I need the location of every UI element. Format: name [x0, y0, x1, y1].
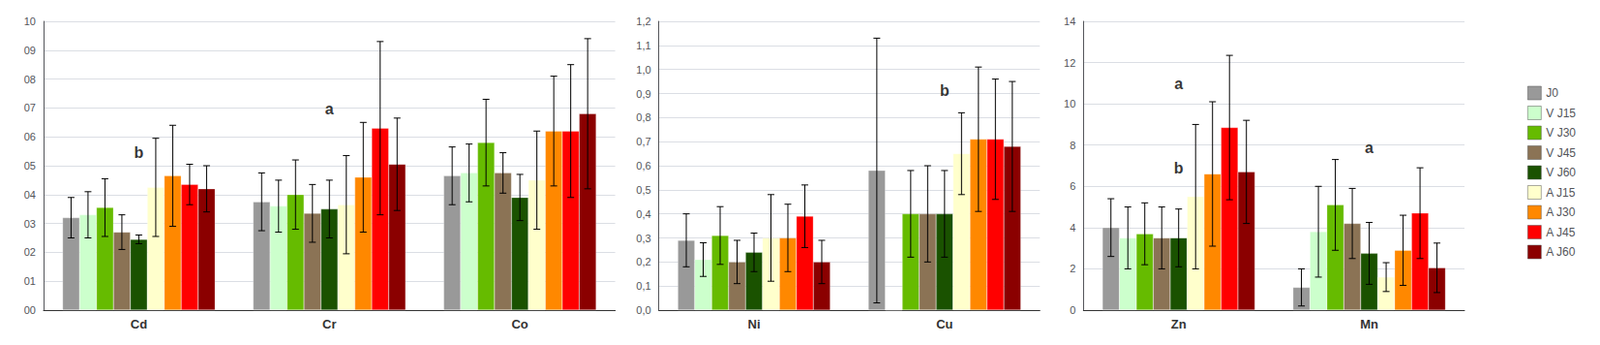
svg-text:09: 09 [24, 44, 36, 57]
svg-text:07: 07 [24, 101, 36, 114]
svg-text:02: 02 [24, 245, 36, 258]
svg-text:0,3: 0,3 [635, 232, 651, 244]
svg-text:0,0: 0,0 [635, 303, 651, 316]
svg-text:Zn: Zn [1171, 316, 1187, 332]
svg-text:A J45: A J45 [1545, 225, 1575, 240]
svg-text:Cr: Cr [322, 316, 336, 332]
svg-text:A J15: A J15 [1545, 185, 1575, 200]
svg-text:A J60: A J60 [1545, 244, 1575, 259]
svg-text:a: a [1364, 139, 1374, 156]
svg-text:10: 10 [1063, 97, 1076, 110]
svg-text:14: 14 [1063, 15, 1076, 28]
svg-text:J0: J0 [1545, 86, 1559, 100]
svg-text:1,0: 1,0 [635, 63, 651, 76]
svg-text:1,2: 1,2 [635, 15, 651, 28]
svg-text:03: 03 [24, 217, 36, 230]
svg-text:8: 8 [1069, 139, 1076, 151]
svg-text:V J30: V J30 [1545, 125, 1576, 140]
svg-text:a: a [325, 100, 334, 118]
svg-text:05: 05 [24, 159, 36, 172]
svg-text:0,7: 0,7 [635, 135, 651, 148]
svg-text:2: 2 [1069, 262, 1076, 274]
svg-text:10: 10 [24, 15, 36, 28]
svg-text:V J60: V J60 [1545, 165, 1576, 180]
svg-text:Ni: Ni [748, 316, 761, 332]
svg-text:Cd: Cd [130, 316, 148, 332]
svg-text:0,6: 0,6 [635, 159, 651, 172]
svg-text:06: 06 [24, 130, 36, 143]
svg-text:04: 04 [24, 188, 36, 201]
svg-text:4: 4 [1069, 221, 1076, 234]
svg-text:Co: Co [511, 316, 528, 332]
svg-text:1,1: 1,1 [635, 39, 651, 52]
svg-text:b: b [134, 144, 145, 161]
svg-text:01: 01 [24, 274, 36, 287]
svg-text:A J30: A J30 [1545, 205, 1575, 219]
svg-text:0: 0 [1069, 303, 1076, 316]
svg-text:12: 12 [1063, 57, 1076, 69]
svg-text:08: 08 [24, 73, 36, 86]
svg-text:0,8: 0,8 [635, 111, 651, 123]
svg-text:a: a [1174, 75, 1183, 92]
svg-text:Cu: Cu [935, 316, 953, 332]
svg-text:0,2: 0,2 [635, 255, 651, 268]
svg-text:Mn: Mn [1359, 316, 1379, 332]
svg-text:b: b [1174, 159, 1184, 177]
svg-text:V J15: V J15 [1545, 106, 1576, 121]
svg-text:00: 00 [24, 303, 36, 316]
svg-text:b: b [939, 82, 950, 99]
svg-text:V J45: V J45 [1545, 146, 1576, 160]
svg-text:0,1: 0,1 [635, 279, 651, 292]
svg-text:6: 6 [1069, 180, 1076, 192]
svg-text:0,9: 0,9 [635, 88, 651, 100]
svg-text:0,4: 0,4 [635, 208, 651, 220]
svg-text:0,5: 0,5 [635, 183, 651, 196]
